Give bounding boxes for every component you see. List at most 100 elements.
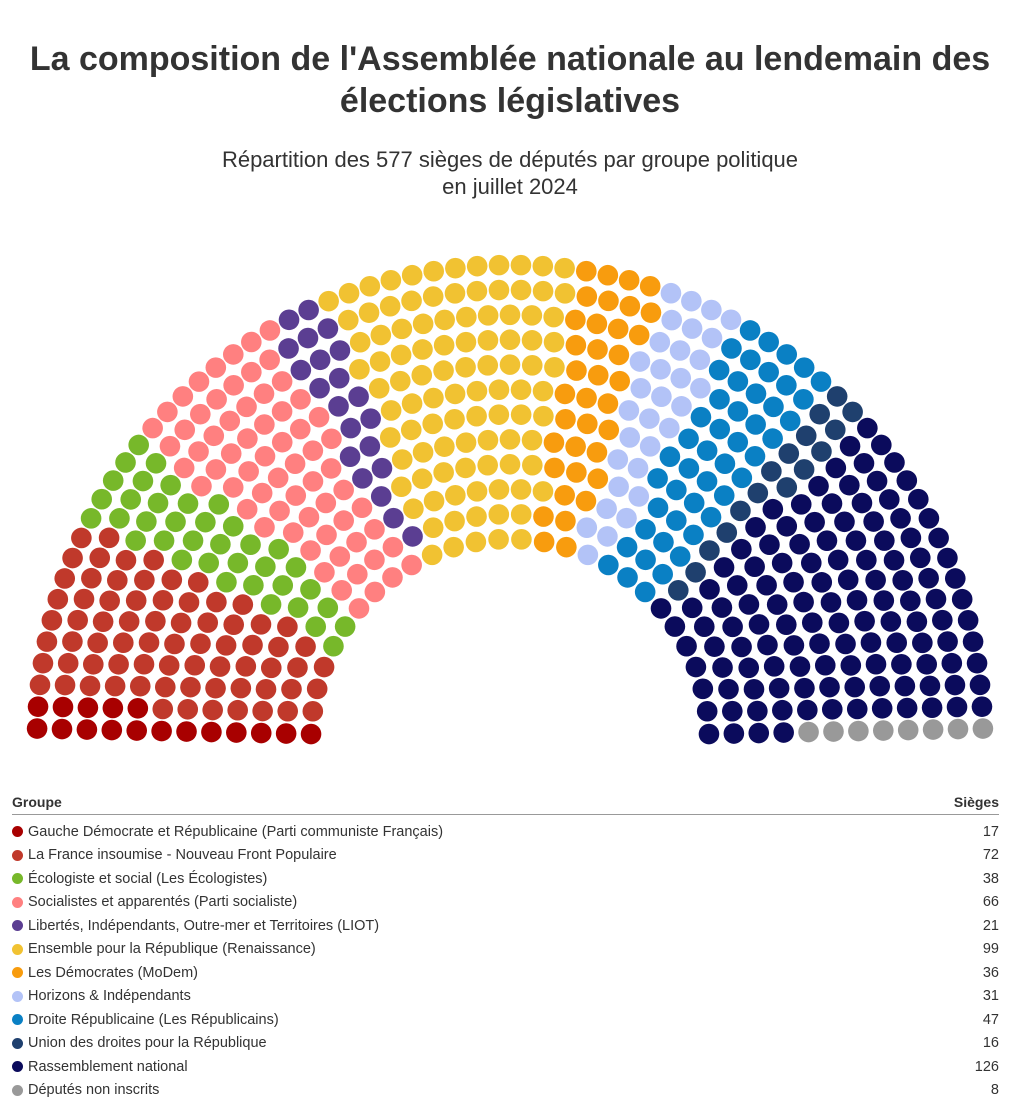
seat-dot	[271, 431, 293, 453]
seat-dot	[348, 386, 369, 408]
seat-dot	[138, 632, 160, 653]
seat-dot	[629, 351, 651, 372]
legend-name: Écologiste et social (Les Écologistes)	[28, 870, 268, 887]
seat-dot	[255, 556, 276, 578]
seat-dot	[951, 588, 973, 610]
seat-dot	[465, 531, 487, 553]
seat-dot	[681, 290, 702, 312]
seat-dot	[205, 357, 227, 378]
seat-dot	[305, 616, 327, 637]
seat-dot	[444, 383, 466, 405]
seat-dot	[314, 561, 335, 583]
seat-dot	[359, 436, 381, 457]
seat-dot	[101, 719, 123, 741]
seat-dot	[809, 633, 830, 655]
seat-dot	[848, 720, 869, 742]
seat-dot	[543, 306, 564, 328]
seat-dot	[477, 454, 498, 476]
legend-dot-icon	[12, 826, 23, 838]
seat-dot	[696, 700, 718, 722]
seat-dot	[555, 510, 576, 532]
seat-dot	[763, 396, 784, 418]
seat-dot	[115, 549, 137, 571]
seat-dot	[189, 403, 211, 425]
seat-dot	[359, 275, 381, 297]
seat-dot	[700, 506, 722, 528]
seat-dot	[433, 334, 455, 356]
seat-dot	[232, 594, 254, 615]
seat-dot	[152, 589, 174, 611]
seat-dot	[423, 260, 444, 282]
seat-dot	[650, 598, 672, 619]
seat-dot	[789, 656, 811, 677]
seat-dot	[348, 598, 370, 619]
legend-name: Rassemblement national	[28, 1058, 188, 1075]
seat-dot	[320, 458, 342, 479]
legend-value: 38	[982, 870, 999, 887]
seat-dot	[302, 700, 324, 722]
seat-dot	[554, 383, 576, 405]
seat-dot	[946, 696, 968, 718]
seat-dot	[297, 327, 319, 349]
seat-dot	[203, 425, 225, 447]
seat-dot	[328, 367, 350, 389]
seat-dot	[667, 579, 689, 601]
seat-dot	[259, 349, 280, 371]
seat-dot	[81, 567, 102, 589]
seat-dot	[364, 519, 385, 540]
seat-dot	[250, 722, 272, 744]
seat-dot	[575, 490, 597, 512]
seat-dot	[681, 318, 703, 339]
seat-dot	[795, 425, 817, 447]
seat-dot	[402, 526, 423, 547]
seat-dot	[349, 331, 371, 353]
seat-dot	[727, 371, 749, 392]
seat-dot	[738, 594, 760, 615]
seat-dot	[206, 591, 227, 613]
seat-dot	[576, 517, 598, 538]
seat-dot	[51, 718, 73, 740]
seat-dot	[160, 474, 181, 496]
seat-dot	[701, 299, 722, 321]
seat-dot	[281, 678, 302, 700]
seat-dot	[664, 616, 686, 637]
seat-dot	[577, 544, 599, 566]
seat-dot	[532, 380, 554, 402]
seat-dot	[891, 653, 912, 675]
seat-dot	[411, 468, 433, 490]
seat-dot	[102, 470, 124, 491]
seat-dot	[298, 299, 319, 321]
seat-dot	[713, 557, 735, 578]
seat-dot	[300, 579, 321, 600]
seat-dot	[533, 405, 554, 427]
seat-dot	[619, 295, 641, 317]
seat-dot	[598, 554, 619, 576]
seat-dot	[660, 282, 682, 304]
seat-dot	[874, 530, 895, 551]
seat-dot	[300, 540, 321, 561]
legend-dot-icon	[12, 990, 23, 1002]
seat-dot	[380, 400, 402, 421]
seat-dot	[360, 408, 381, 429]
seat-dot	[184, 654, 206, 676]
seat-dot	[897, 719, 919, 741]
legend-name: Ensemble pour la République (Renaissance…	[28, 941, 316, 958]
seat-dot	[651, 386, 672, 408]
seat-dot	[944, 568, 966, 589]
seat-dot	[650, 358, 671, 380]
seat-dot	[227, 552, 249, 574]
seat-dot	[267, 467, 289, 489]
seat-dot	[878, 489, 900, 510]
seat-dot	[972, 718, 994, 739]
seat-dot	[666, 510, 687, 531]
seat-dot	[98, 527, 120, 549]
seat-dot	[102, 697, 124, 719]
seat-dot	[814, 654, 836, 676]
subtitle-line-1: Répartition des 577 sièges de députés pa…	[221, 147, 799, 172]
seat-dot	[690, 377, 711, 399]
seat-dot	[857, 417, 878, 439]
seat-dot	[709, 388, 730, 410]
seat-dot	[873, 590, 895, 611]
seat-dot	[738, 657, 760, 679]
seat-dot	[79, 675, 101, 697]
